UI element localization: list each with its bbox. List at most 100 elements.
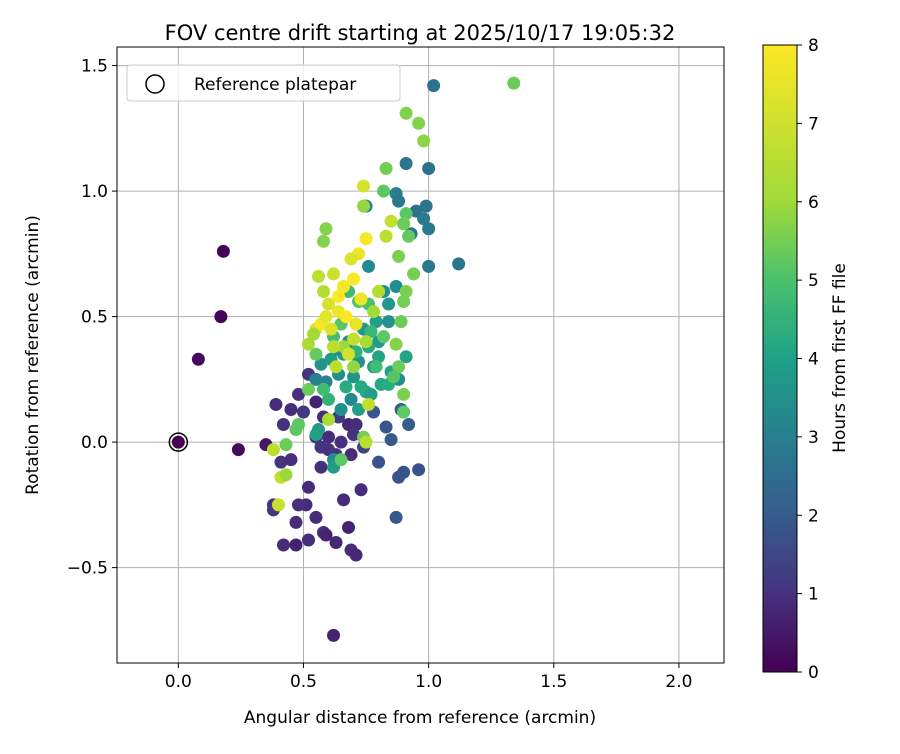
data-point [214,310,228,324]
data-point [342,347,356,361]
data-point [369,315,383,329]
data-point [392,249,406,263]
y-axis-ticks: −0.5 0.0 0.5 1.0 1.5 [67,57,117,579]
data-point [387,370,401,384]
data-point [347,428,361,442]
data-point [392,360,406,374]
colorbar-label: Hours from first FF file [830,263,850,453]
data-point [291,498,305,512]
x-tick-label: 1.5 [540,672,567,692]
data-point [301,480,315,494]
data-point [452,257,466,271]
plot-frame [116,46,725,664]
chart-title: FOV centre drift starting at 2025/10/17 … [165,21,676,45]
data-point [271,498,285,512]
data-point [379,420,393,434]
data-point [322,413,336,427]
data-point [397,465,411,479]
x-tick-label: 0.0 [165,672,192,692]
data-point [359,435,373,449]
data-point [357,199,371,213]
data-point [357,179,371,193]
data-point [379,229,393,243]
data-point [347,360,361,374]
x-axis-ticks: 0.0 0.5 1.0 1.5 2.0 [165,663,692,692]
data-point [427,79,441,93]
data-point [369,360,383,374]
data-point [354,483,368,497]
data-point [402,229,416,243]
data-point [339,310,353,324]
y-axis-label: Rotation from reference (arcmin) [23,215,43,495]
data-point [362,397,376,411]
data-point [397,405,411,419]
data-point [309,428,323,442]
colorbar-tick-label: 5 [808,271,819,291]
colorbar-tick-label: 6 [808,193,819,213]
data-point [412,463,426,477]
colorbar-tick-label: 4 [808,350,819,370]
x-tick-label: 2.0 [665,672,692,692]
data-point [384,214,398,228]
data-point [274,455,288,469]
data-point [362,259,376,273]
colorbar: 0 1 2 3 4 5 6 7 8 Hours from first FF file [762,36,850,683]
data-point [289,423,303,437]
data-point [422,222,436,236]
x-tick-label: 0.5 [290,672,317,692]
data-point [284,453,298,467]
data-point [344,448,358,462]
data-point [364,325,378,339]
data-point [319,222,333,236]
colorbar-tick-label: 3 [808,428,819,448]
data-point [344,252,358,266]
data-point [339,380,353,394]
data-point [216,244,230,258]
data-point [422,161,436,175]
data-point [309,347,323,361]
data-point [314,460,328,474]
data-point [319,528,333,542]
data-point [397,217,411,231]
data-point [334,435,348,449]
data-point [317,284,331,298]
data-point [269,397,283,411]
colorbar-tick-label: 8 [808,36,819,56]
data-point [419,199,433,213]
data-point [347,370,361,384]
data-point [289,515,303,529]
colorbar-ticks: 0 1 2 3 4 5 6 7 8 [797,36,819,683]
data-point [349,548,363,562]
data-point [399,156,413,170]
data-point [359,232,373,246]
data-point [329,360,343,374]
data-point [417,134,431,148]
data-point [359,335,373,349]
data-point [344,392,358,406]
data-point [347,332,361,346]
data-point [377,184,391,198]
legend-entry-reference: Reference platepar [194,75,356,95]
data-point [291,387,305,401]
y-tick-label: 0.0 [81,433,108,453]
data-point [412,116,426,130]
data-point [399,350,413,364]
data-point [322,297,336,311]
data-point [279,468,293,482]
data-point [347,272,361,286]
data-point [276,538,290,552]
data-point [266,443,280,457]
data-point [276,418,290,432]
data-point [372,350,386,364]
data-point [349,418,363,432]
x-axis-label: Angular distance from reference (arcmin) [244,708,596,728]
data-point [394,315,408,329]
data-point [301,382,315,396]
data-point [171,435,185,449]
data-point [317,234,331,248]
data-point [191,352,205,366]
data-point [392,194,406,208]
data-point [289,538,303,552]
data-point [367,305,381,319]
data-point [317,382,331,396]
